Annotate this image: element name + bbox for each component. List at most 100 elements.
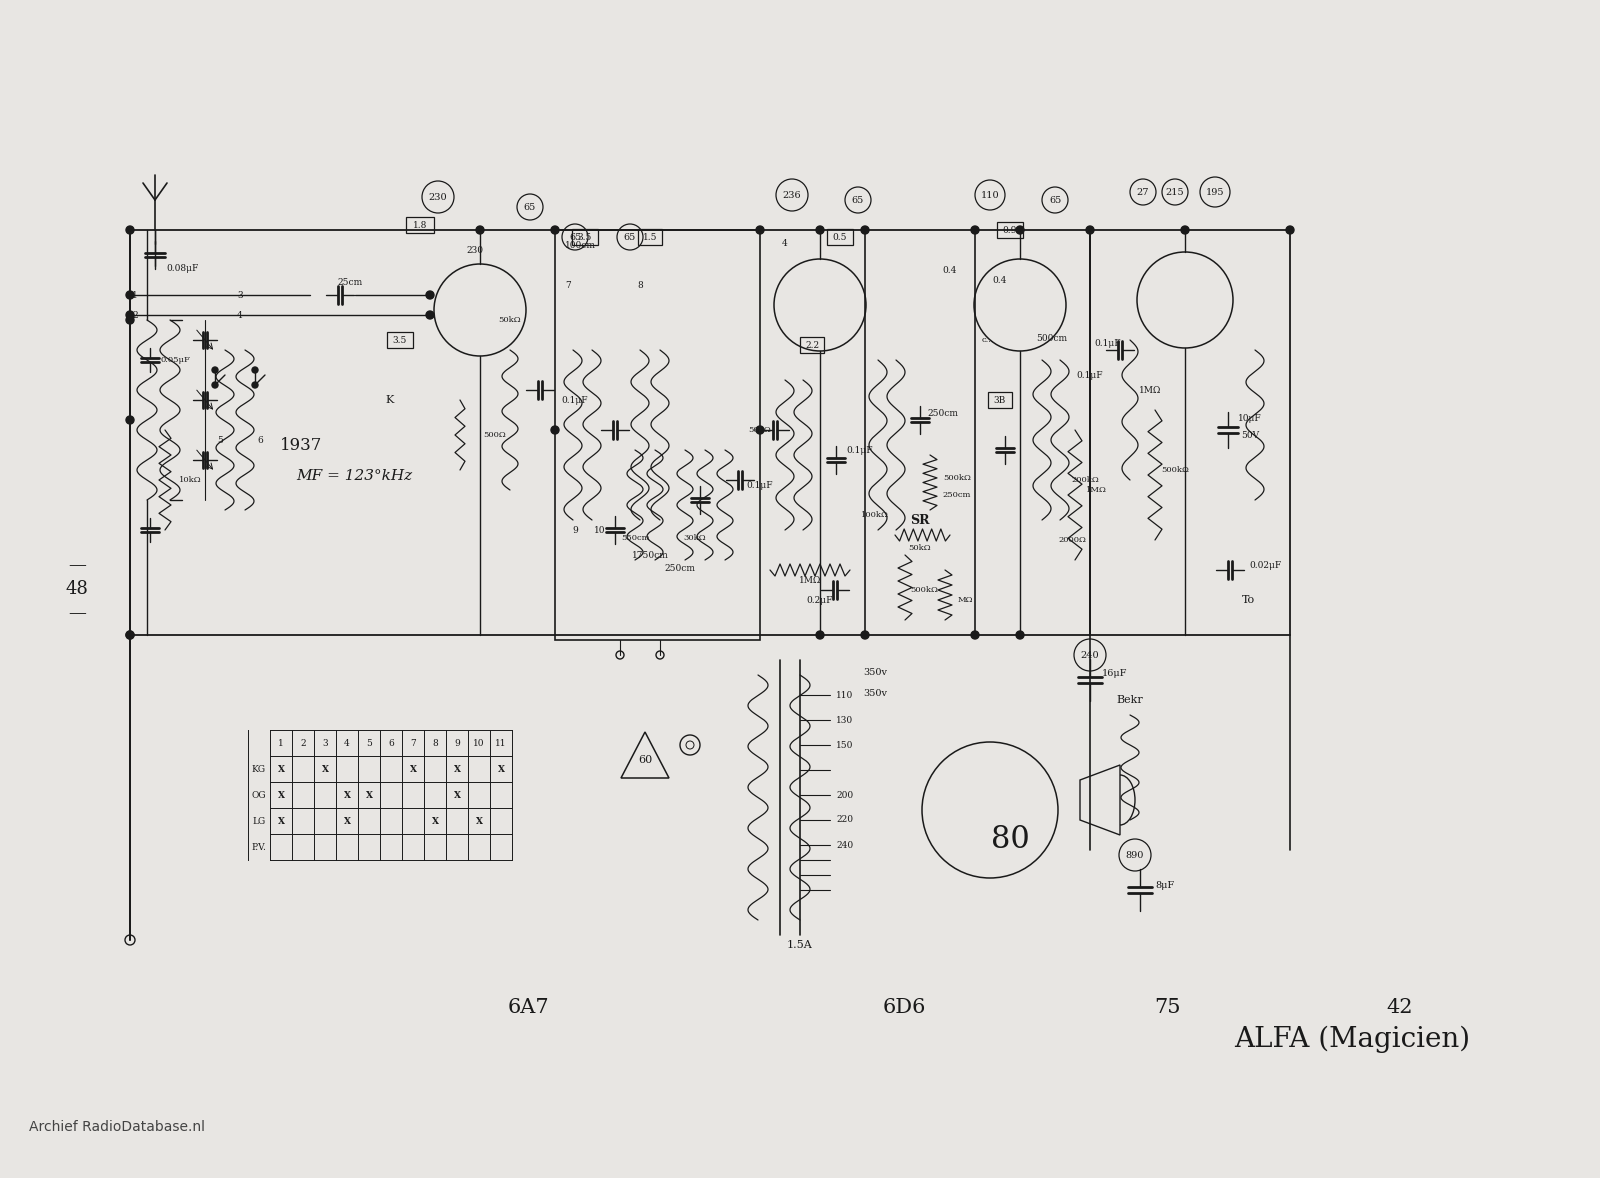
Text: 6A7: 6A7 — [507, 998, 549, 1017]
Text: 1: 1 — [278, 739, 283, 748]
Text: 2.2: 2.2 — [805, 340, 819, 350]
Text: 4: 4 — [782, 238, 787, 247]
Text: 75: 75 — [1155, 998, 1181, 1017]
Circle shape — [253, 382, 258, 388]
Text: LG: LG — [253, 816, 266, 826]
Circle shape — [126, 291, 134, 299]
Text: 27: 27 — [1136, 187, 1149, 197]
Text: 0.08μF: 0.08μF — [166, 264, 198, 272]
Text: 130: 130 — [837, 715, 853, 724]
Text: 200kΩ: 200kΩ — [1070, 476, 1099, 484]
Text: 1.5: 1.5 — [643, 232, 658, 241]
Text: 2: 2 — [133, 311, 138, 319]
Circle shape — [816, 226, 824, 234]
Text: 500kΩ: 500kΩ — [910, 585, 938, 594]
Text: 7: 7 — [410, 739, 416, 748]
Text: 42: 42 — [1387, 998, 1413, 1017]
Text: 100kΩ: 100kΩ — [861, 511, 890, 519]
Text: 2000Ω: 2000Ω — [1058, 536, 1086, 544]
Text: 65: 65 — [570, 232, 581, 241]
Text: 3B: 3B — [994, 396, 1006, 404]
Text: Bekr: Bekr — [1117, 695, 1144, 704]
Circle shape — [1086, 226, 1094, 234]
Circle shape — [211, 368, 218, 373]
Text: 1: 1 — [133, 291, 138, 299]
Text: 65: 65 — [1050, 196, 1061, 205]
Text: X: X — [277, 816, 285, 826]
Text: 500kΩ: 500kΩ — [942, 474, 971, 482]
Text: OG: OG — [251, 790, 266, 800]
Text: 0.2μF: 0.2μF — [806, 596, 834, 604]
Text: X: X — [475, 816, 483, 826]
Circle shape — [126, 311, 134, 319]
Text: 80: 80 — [990, 825, 1029, 855]
Bar — [638, 229, 662, 245]
Text: 0.1μF: 0.1μF — [562, 396, 589, 404]
Text: 500Ω: 500Ω — [483, 431, 506, 439]
Text: 350v: 350v — [862, 668, 886, 676]
Text: 230: 230 — [429, 192, 448, 201]
Text: X: X — [277, 790, 285, 800]
Text: 10μF: 10μF — [1238, 413, 1262, 423]
Text: 0.1μF: 0.1μF — [1077, 371, 1104, 379]
Text: X: X — [344, 790, 350, 800]
Circle shape — [126, 631, 134, 638]
Text: 0.1μF: 0.1μF — [747, 481, 773, 490]
Text: 65: 65 — [523, 203, 536, 212]
Text: 110: 110 — [981, 191, 1000, 199]
Circle shape — [253, 368, 258, 373]
Text: 3.5: 3.5 — [578, 232, 592, 241]
Bar — [827, 229, 853, 245]
Text: 6: 6 — [389, 739, 394, 748]
Text: 5: 5 — [218, 436, 222, 444]
Text: X: X — [344, 816, 350, 826]
Text: 65: 65 — [624, 232, 637, 241]
Text: 500kΩ: 500kΩ — [1162, 466, 1189, 474]
Text: 350v: 350v — [862, 688, 886, 697]
Text: 6: 6 — [258, 436, 262, 444]
Text: Archief RadioDatabase.nl: Archief RadioDatabase.nl — [29, 1120, 205, 1134]
Text: 60: 60 — [638, 755, 653, 765]
Text: 3.5: 3.5 — [394, 336, 406, 344]
Text: 30kΩ: 30kΩ — [683, 534, 706, 542]
Circle shape — [550, 426, 558, 434]
Bar — [997, 221, 1022, 238]
Circle shape — [861, 631, 869, 638]
Circle shape — [426, 291, 434, 299]
Circle shape — [971, 631, 979, 638]
Circle shape — [757, 426, 765, 434]
Circle shape — [861, 226, 869, 234]
Text: 200: 200 — [837, 790, 853, 800]
Text: 890: 890 — [1126, 851, 1144, 860]
Bar — [406, 217, 434, 233]
Text: 11: 11 — [496, 739, 507, 748]
Text: 1MΩ: 1MΩ — [1085, 487, 1107, 494]
Text: 65: 65 — [851, 196, 864, 205]
Circle shape — [126, 631, 134, 638]
Text: 8: 8 — [637, 280, 643, 290]
Bar — [555, 230, 760, 640]
Text: X: X — [432, 816, 438, 826]
Text: KG: KG — [251, 765, 266, 774]
Circle shape — [1016, 631, 1024, 638]
Text: 1750cm: 1750cm — [632, 550, 669, 560]
Text: 7: 7 — [565, 280, 571, 290]
Text: 4: 4 — [344, 739, 350, 748]
Bar — [387, 332, 413, 348]
Circle shape — [550, 226, 558, 234]
Text: 50kΩ: 50kΩ — [499, 316, 522, 324]
Text: 1MΩ: 1MΩ — [798, 576, 821, 584]
Text: 0.1μF: 0.1μF — [1094, 338, 1122, 348]
Text: 9: 9 — [454, 739, 459, 748]
Text: 236: 236 — [782, 191, 802, 199]
Text: 3: 3 — [237, 291, 243, 299]
Text: 0.4: 0.4 — [994, 276, 1006, 285]
Text: 10: 10 — [594, 525, 606, 535]
Text: 1.8: 1.8 — [413, 220, 427, 230]
Text: 550cm: 550cm — [621, 534, 650, 542]
Text: 16μF: 16μF — [1102, 668, 1128, 677]
Text: 250cm: 250cm — [928, 409, 958, 417]
Text: c...: c... — [982, 336, 994, 344]
Text: 8: 8 — [432, 739, 438, 748]
Text: 0.9: 0.9 — [1003, 225, 1018, 234]
